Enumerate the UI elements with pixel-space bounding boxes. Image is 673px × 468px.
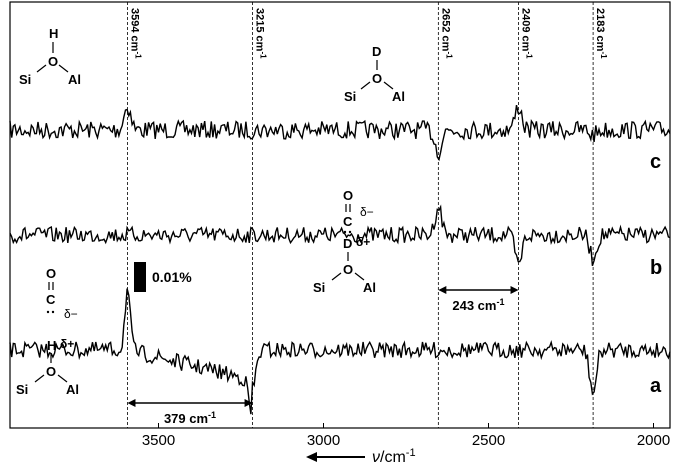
plot-frame — [9, 1, 671, 429]
intensity-scale-bar — [134, 262, 146, 292]
atom-o-co: O — [343, 188, 353, 203]
atom-o-co: O — [46, 266, 56, 281]
x-axis-unit: /cm — [380, 449, 406, 466]
deuterated-structure: D O Si Al — [344, 44, 405, 104]
atom-h: H — [49, 26, 58, 41]
svg-text:ν/cm-1: ν/cm-1 — [372, 447, 416, 466]
delta-minus: δ− — [64, 307, 78, 321]
atom-o: O — [48, 54, 58, 69]
delta-plus: δ+ — [60, 337, 74, 351]
reference-line-label: 2652 cm-1 — [439, 8, 453, 59]
reference-line-label: 2409 cm-1 — [520, 8, 534, 59]
atom-d: D — [372, 44, 381, 59]
spectra-traces — [9, 104, 671, 415]
delta-minus: δ− — [360, 205, 374, 219]
atom-h: H — [47, 338, 56, 353]
co-od-complex-structure: O C δ− D δ+ O Si Al — [313, 188, 376, 295]
atom-al: Al — [68, 72, 81, 87]
shift-arrowhead — [510, 286, 519, 294]
atom-al: Al — [363, 280, 376, 295]
silanol-structure: H O Si Al — [19, 26, 81, 87]
atom-o: O — [372, 71, 382, 86]
co-oh-complex-structure: O C δ− H δ+ O Si Al — [16, 266, 79, 397]
atom-si: Si — [313, 280, 325, 295]
shift-label: 379 cm-1 — [164, 410, 216, 426]
atom-o: O — [343, 262, 353, 277]
atom-c: C — [343, 214, 353, 229]
atom-si: Si — [16, 382, 28, 397]
series-label-c: c — [650, 151, 661, 173]
shift-arrowhead — [127, 399, 136, 407]
shift-annotations: 243 cm-1 379 cm-1 — [127, 286, 519, 426]
reference-line-label: 3215 cm-1 — [254, 8, 268, 59]
series-label-a: a — [650, 375, 662, 397]
reference-line-label: 3594 cm-1 — [128, 8, 142, 59]
delta-plus: δ+ — [356, 235, 370, 249]
x-axis-symbol: ν — [372, 449, 380, 466]
atom-c: C — [46, 292, 56, 307]
reference-line-label: 2183 cm-1 — [594, 8, 608, 59]
spectrum-trace-a — [9, 288, 671, 415]
atom-al: Al — [392, 89, 405, 104]
x-tick-label: 3500 — [142, 432, 175, 449]
x-axis-ticks: 3500 3000 2500 2000 — [142, 423, 670, 449]
atom-o: O — [46, 364, 56, 379]
series-label-b: b — [650, 257, 662, 279]
scale-bar-label: 0.01% — [152, 269, 192, 285]
shift-label: 243 cm-1 — [452, 297, 504, 313]
x-axis-label: ν/cm-1 — [306, 447, 416, 466]
atom-si: Si — [344, 89, 356, 104]
atom-al: Al — [66, 382, 79, 397]
x-tick-label: 2500 — [472, 432, 505, 449]
x-tick-label: 2000 — [637, 432, 670, 449]
shift-arrowhead — [438, 286, 447, 294]
spectrum-trace-b — [9, 204, 671, 267]
atom-d: D — [343, 236, 352, 251]
reference-lines: 3594 cm-1 3215 cm-1 2652 cm-1 2409 cm-1 2183… — [127, 2, 608, 428]
shift-arrowhead — [244, 399, 253, 407]
x-tick-label: 3000 — [307, 432, 340, 449]
atom-si: Si — [19, 72, 31, 87]
spectrum-trace-c — [9, 104, 671, 162]
